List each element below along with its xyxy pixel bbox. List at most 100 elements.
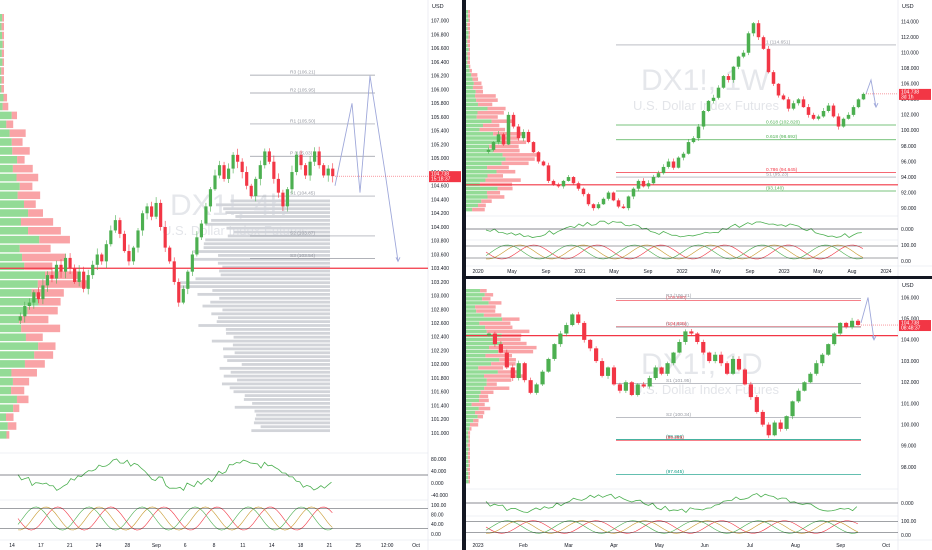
level-label: S1 (104.45) [290, 191, 315, 197]
price-axis-tick: 104.400 [431, 197, 449, 203]
volume-profile-bar-down [468, 31, 470, 35]
time-axis-tick: 2022 [676, 269, 687, 275]
session-profile-bar [256, 413, 330, 417]
candle-body [100, 254, 104, 262]
candle-body [534, 384, 539, 393]
candle-body [707, 352, 712, 362]
volume-profile-bar-up [466, 447, 469, 451]
volume-profile-bar-up [466, 463, 469, 468]
volume-profile-bar-down [482, 123, 500, 128]
current-price-countdown: 08:48:37 [901, 326, 921, 332]
volume-profile-bar-down [17, 156, 25, 164]
volume-profile-bar-down [12, 147, 30, 155]
volume-profile-bar-down [38, 342, 56, 350]
candle-body [159, 202, 163, 227]
candle-body [50, 275, 54, 279]
volume-profile-bar-down [480, 390, 494, 395]
volume-profile-bar-up [466, 309, 477, 313]
volume-profile-bar-down [39, 235, 70, 244]
volume-profile-bar-up [466, 374, 485, 378]
pane-divider-vertical[interactable] [462, 0, 466, 550]
volume-profile-bar-up [0, 164, 13, 173]
volume-profile-bar-down [492, 337, 521, 342]
candle-body [586, 194, 591, 205]
candle-body [77, 271, 81, 282]
volume-profile-bar-down [501, 136, 520, 140]
currency-label: USD [902, 4, 914, 10]
pane-divider-horizontal[interactable] [466, 276, 932, 279]
session-profile-bar [253, 421, 330, 425]
candle-body [501, 134, 506, 145]
time-axis-tick: Aug [848, 269, 857, 275]
candle-body [841, 118, 846, 127]
volume-profile-bar-down [473, 419, 479, 423]
level-label: (97.645) [666, 469, 684, 475]
candle-body [576, 183, 581, 189]
session-profile-bar [252, 401, 330, 405]
volume-profile-bar-up [466, 402, 472, 407]
candle-body [671, 352, 676, 364]
volume-profile-bar-down [1, 22, 4, 31]
time-axis-tick: Sep [746, 269, 755, 275]
volume-profile-bar-up [0, 351, 35, 359]
volume-profile-bar-up [466, 47, 469, 52]
volume-profile-bar-down [467, 22, 470, 27]
level-label: 0.618 (98.692) [766, 134, 798, 140]
price-axis-tick: 105.000 [901, 316, 919, 322]
session-profile-bar [251, 429, 330, 433]
volume-profile-bar-up [466, 136, 502, 140]
volume-profile-bar-down [469, 423, 479, 427]
chart-pane-1w[interactable]: DX1!, 1W U.S. Dollar Index Futures 1 (114.… [466, 0, 932, 276]
candle-body [122, 233, 127, 252]
session-profile-bar [226, 226, 330, 230]
candle-body [150, 206, 154, 217]
session-profile-bar [226, 331, 330, 335]
session-profile-bar [217, 261, 330, 265]
candle-body [681, 153, 686, 158]
candle-body [510, 367, 515, 379]
volume-profile-bar-up [466, 479, 469, 484]
session-profile-bar [191, 257, 330, 261]
candle-body [249, 185, 253, 197]
session-profile-bar [260, 425, 330, 429]
candle-body [651, 177, 656, 184]
volume-profile-bar-down [468, 64, 471, 69]
candle-body [695, 333, 700, 342]
level-label: (105.860) [666, 295, 687, 301]
volume-profile-bar-up [466, 378, 487, 382]
session-profile-bar [223, 355, 330, 359]
candle-body [566, 177, 571, 181]
stochastic-axis-tick: 100.00 [431, 503, 447, 509]
volume-profile-bar-up [466, 467, 468, 472]
volume-profile-bar-down [469, 427, 472, 431]
candle-body [285, 189, 290, 207]
volume-profile-bar-down [9, 129, 26, 137]
level-label: R1 (105.50) [290, 118, 316, 124]
price-axis-tick: 100.000 [901, 128, 919, 134]
projection-arrow-head [871, 335, 877, 341]
price-axis-tick: 102.000 [431, 362, 449, 368]
chart-4h-svg[interactable]: DX1!, 4hU.S. Dollar Index Futures R3 (106… [0, 0, 462, 550]
candle-body [719, 354, 724, 364]
volume-profile-bar-up [0, 235, 40, 244]
volume-profile-bar-up [0, 31, 3, 40]
chart-1d-svg[interactable]: DX1!, 1DU.S. Dollar Index Futures (105.86… [466, 279, 932, 550]
session-profile-bar [202, 304, 330, 308]
candle-body [299, 154, 303, 166]
volume-profile-bar-down [489, 144, 519, 149]
chart-pane-1d[interactable]: DX1!, 1D U.S. Dollar Index Futures (105.86… [466, 279, 932, 550]
candle-body [741, 52, 746, 57]
volume-profile-bar-down [481, 199, 492, 203]
candle-body [531, 142, 536, 153]
volume-profile-bar-down [468, 479, 470, 484]
candle-body [571, 177, 576, 184]
candle-body [254, 178, 258, 197]
stochastic-axis-tick: 80.00 [431, 512, 444, 518]
time-axis-tick: 2023 [472, 543, 483, 549]
chart-pane-4h[interactable]: DX1!, 4h U.S. Dollar Index Futures R3 (106… [0, 0, 462, 550]
projection-arrow-head [873, 102, 879, 109]
chart-1w-svg[interactable]: DX1!, 1WU.S. Dollar Index Futures 1 (114.… [466, 0, 932, 276]
candle-body [522, 363, 527, 381]
candle-body [486, 149, 491, 152]
session-profile-bar [223, 347, 330, 351]
